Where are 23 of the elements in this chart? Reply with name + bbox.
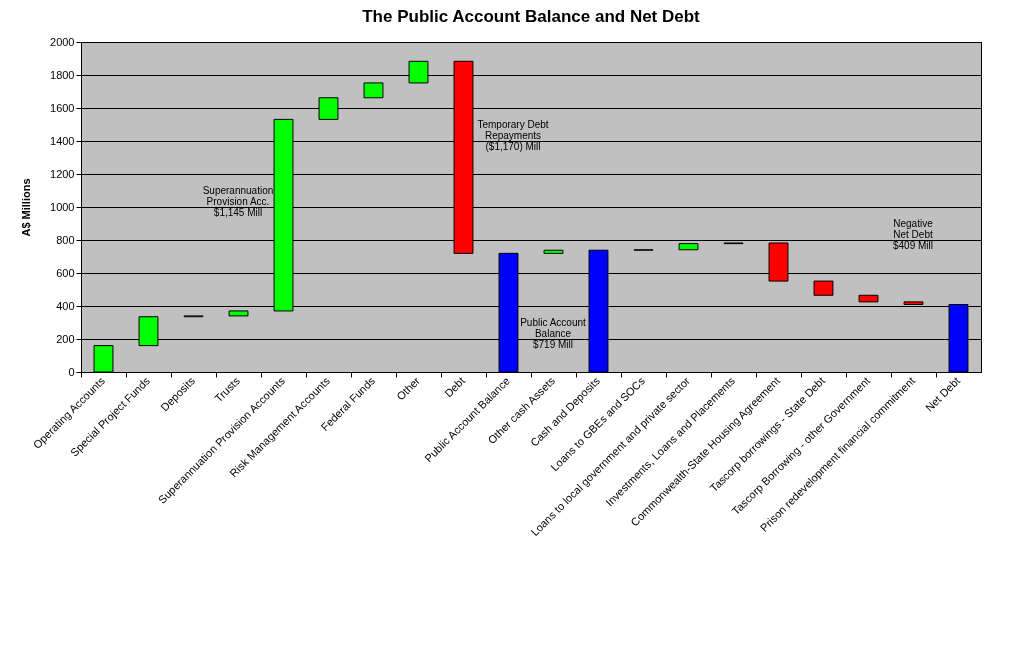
annotation: Superannuation Provision Acc. $1,145 Mill <box>202 184 274 218</box>
y-tick-label: 2000 <box>50 35 75 48</box>
annotation: Public Account Balance $719 Mill <box>520 316 587 350</box>
y-tick-label: 1800 <box>50 68 75 81</box>
y-tick-label: 400 <box>56 299 75 312</box>
y-tick-label: 600 <box>56 266 75 279</box>
y-tick-label: 1200 <box>50 167 75 180</box>
y-tick-label: 1400 <box>50 134 75 147</box>
y-tick-label: 200 <box>56 332 75 345</box>
bar <box>813 280 834 296</box>
y-axis-title: A$ Millions <box>20 178 33 237</box>
bar <box>228 310 249 317</box>
bar <box>543 249 564 254</box>
bar <box>858 294 879 303</box>
annotation: Temporary Debt Repayments ($1,170) Mill <box>477 118 549 152</box>
chart-title: The Public Account Balance and Net Debt <box>362 7 701 26</box>
bar <box>363 82 384 99</box>
y-tick-label: 1600 <box>50 101 75 114</box>
y-tick-label: 800 <box>56 233 75 246</box>
bar <box>678 243 699 251</box>
y-tick-label: 0 <box>68 365 75 378</box>
annotation: Negative Net Debt $409 Mill <box>892 217 934 251</box>
y-tick-label: 1000 <box>50 200 75 213</box>
